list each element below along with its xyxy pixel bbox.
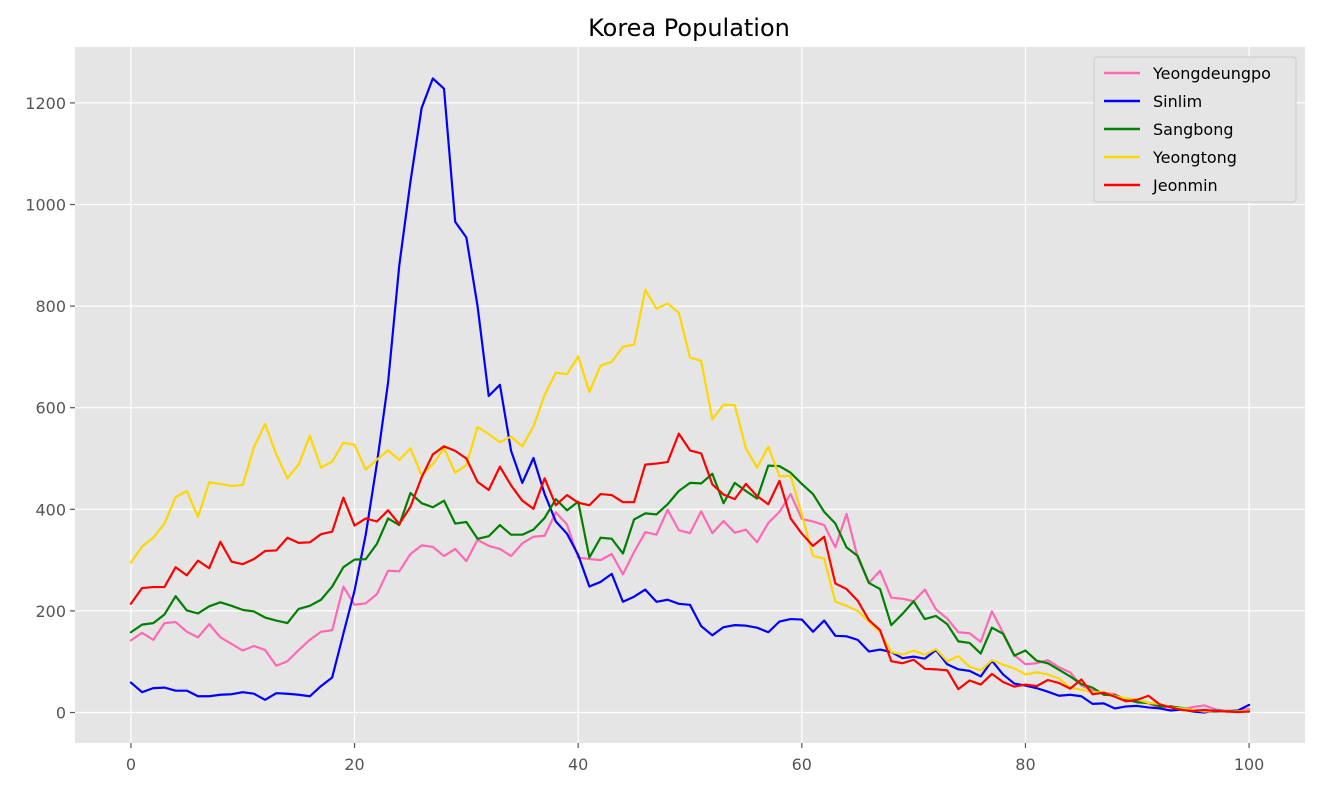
legend-label-sinlim: Sinlim (1153, 92, 1202, 111)
y-tick-label: 600 (35, 399, 66, 418)
y-tick-label: 1200 (25, 94, 66, 113)
y-tick-label: 200 (35, 602, 66, 621)
x-tick-label: 80 (1015, 755, 1035, 774)
legend-label-yeongtong: Yeongtong (1152, 148, 1237, 167)
legend-label-yeongdeungpo: Yeongdeungpo (1152, 64, 1271, 83)
legend-label-jeonmin: Jeonmin (1152, 176, 1218, 195)
x-tick-label: 40 (568, 755, 588, 774)
x-tick-label: 60 (792, 755, 812, 774)
chart-title: Korea Population (588, 14, 790, 42)
series-line-yeongtong (129, 288, 1251, 713)
y-tick-label: 400 (35, 500, 66, 519)
series-line-sinlim (129, 77, 1251, 714)
y-tick-label: 800 (35, 297, 66, 316)
series-line-sangbong (129, 464, 1251, 713)
x-tick-label: 100 (1234, 755, 1265, 774)
series-line-yeongdeungpo (129, 492, 1251, 713)
legend (1093, 56, 1297, 203)
series-line-jeonmin (129, 432, 1251, 714)
y-tick-label: 0 (56, 704, 66, 723)
x-tick-label: 20 (344, 755, 364, 774)
y-tick-label: 1000 (25, 195, 66, 214)
x-tick-label: 0 (126, 755, 136, 774)
legend-label-sangbong: Sangbong (1153, 120, 1234, 139)
